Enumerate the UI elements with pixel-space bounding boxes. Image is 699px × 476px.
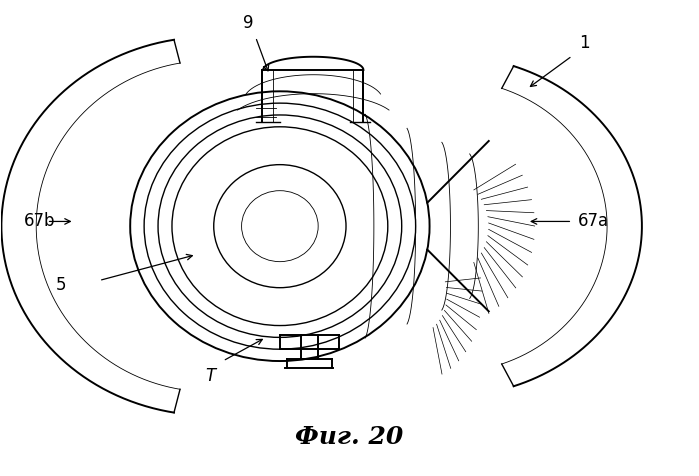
- Text: 5: 5: [55, 277, 66, 294]
- Text: 67b: 67b: [24, 212, 55, 230]
- Text: 1: 1: [579, 34, 590, 52]
- Text: T: T: [206, 367, 215, 385]
- Text: 9: 9: [243, 14, 254, 32]
- Text: 67a: 67a: [578, 212, 609, 230]
- Text: Фиг. 20: Фиг. 20: [296, 425, 403, 448]
